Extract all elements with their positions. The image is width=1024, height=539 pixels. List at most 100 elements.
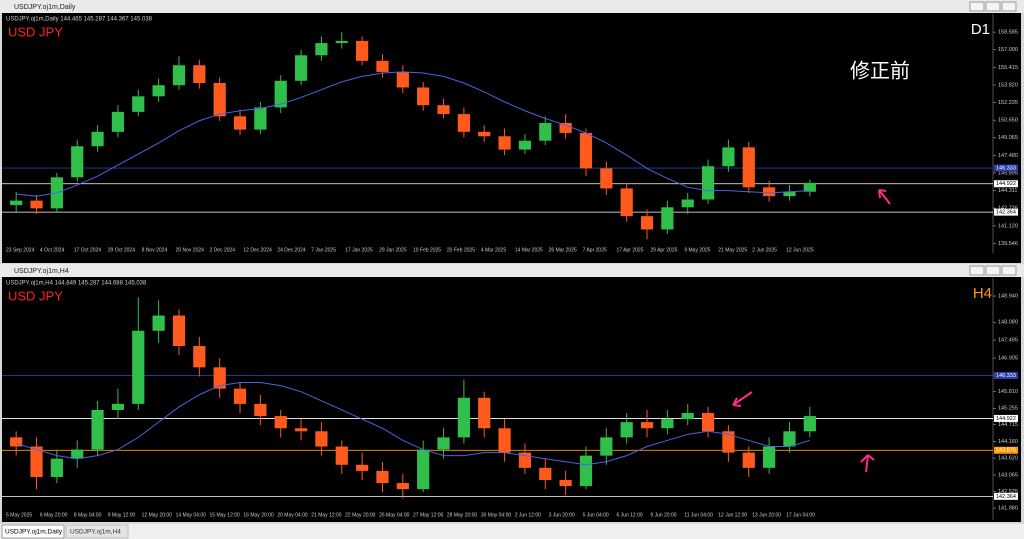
y-tick-label: 145.810 [998,389,1018,395]
chart-info: USDJPY.oj1m,H4 144.849 145.287 144.688 1… [6,281,147,287]
candle-body [396,71,409,88]
candle-body [742,452,755,468]
price-label: 146.333 [996,166,1016,172]
candle-body [763,187,776,197]
candle-body [559,122,572,133]
x-tick-label: 2 Dec 2024 [210,247,236,253]
candle-body [620,188,633,217]
candle-body [152,85,165,97]
candle-body [681,413,694,420]
candle-body [763,446,776,468]
x-tick-label: 29 Oct 2024 [108,247,135,253]
candle-body [640,216,654,230]
candle-body [539,122,552,141]
chart-area [2,277,1021,522]
symbol-label: USD JPY [8,288,63,303]
x-tick-label: 2 Jun 12:00 [515,512,541,518]
window-title: USDJPY.oj1m,Daily [14,4,76,11]
candle-body [742,147,755,188]
x-tick-label: 17 Apr 2025 [617,247,644,253]
candle-body [417,87,430,106]
y-tick-label: 150.650 [998,118,1018,124]
candle-body [111,403,125,410]
candle-body [661,419,674,429]
close-button[interactable] [1001,265,1017,276]
candle-body [233,388,247,404]
y-tick-label: 149.065 [998,135,1018,141]
price-label: 142.364 [996,494,1016,500]
x-tick-label: 14 May 04:00 [176,512,207,518]
y-tick-label: 145.895 [998,170,1018,176]
moving-average [16,71,810,197]
candle-body [193,65,206,84]
candle-body [274,80,287,108]
candle-body [722,147,735,167]
x-tick-label: 16 May 20:00 [243,512,274,518]
x-tick-label: 27 May 12:00 [413,512,444,518]
minimize-button[interactable] [969,265,985,276]
y-tick-label: 139.546 [998,241,1018,247]
x-tick-label: 2 Jun 2025 [752,247,777,253]
timeframe-label: D1 [971,21,990,38]
maximize-button[interactable] [985,265,1001,276]
y-tick-label: 148.940 [998,294,1018,300]
price-label: 146.333 [996,373,1016,379]
candle-body [71,449,84,459]
tab[interactable] [65,524,129,539]
candle-body [315,431,328,447]
candle-body [356,40,369,61]
y-tick-label: 142.525 [998,489,1018,495]
x-tick-label: 7 Apr 2025 [583,247,607,253]
candle-body [193,346,206,368]
x-tick-label: 29 Apr 2025 [650,247,677,253]
candle-body [376,60,389,72]
candle-body [559,480,572,487]
x-tick-label: 6 Jun 12:00 [617,512,643,518]
candle-body [111,111,125,132]
close-button[interactable] [1001,1,1017,12]
y-tick-label: 144.311 [998,188,1017,194]
chart-info: USDJPY.oj1m,Daily 144.465 145.287 144.36… [6,17,153,23]
x-tick-label: 7 Jan 2025 [311,247,336,253]
candle-body [600,437,613,456]
price-label-box [994,371,1018,379]
tab-label[interactable]: USDJPY.oj1m,H4 [70,529,121,536]
maximize-button[interactable] [985,1,1001,12]
candle-body [803,416,816,432]
candle-body [172,65,186,86]
price-label: 144.922 [996,181,1016,187]
candle-body [498,136,511,150]
tab-bar [0,524,1024,539]
candle-body [254,403,267,417]
minimize-button[interactable] [969,1,985,12]
candle-body [701,166,715,200]
candle-body [437,105,450,115]
candle-body [457,397,470,438]
x-tick-label: 4 Mar 2025 [481,247,507,253]
candle-body [803,182,816,192]
candle-body [681,199,694,208]
x-tick-label: 20 May 04:00 [277,512,308,518]
x-tick-label: 9 May 2025 [684,247,710,253]
candle-body [30,200,43,209]
timeframe-label: H4 [973,285,992,302]
x-tick-label: 11 Jun 04:00 [684,512,713,518]
x-tick-label: 15 May 12:00 [210,512,241,518]
tab[interactable] [1,524,65,539]
tab-label[interactable]: USDJPY.oj1m,Daily [5,529,63,536]
candle-body [294,428,308,432]
y-tick-label: 147.480 [998,153,1018,159]
candle-body [539,467,552,481]
x-tick-label: 17 Oct 2024 [74,247,101,253]
price-label-box [994,492,1018,500]
x-tick-label: 21 May 2025 [718,247,747,253]
candle-body [233,116,247,130]
candle-body [783,191,796,197]
candle-body [356,464,369,471]
x-tick-label: 8 May 04:00 [74,512,102,518]
candle-body [213,83,226,117]
y-tick-label: 155.415 [998,65,1018,71]
candle-body [417,449,430,490]
candle-body [10,200,23,206]
